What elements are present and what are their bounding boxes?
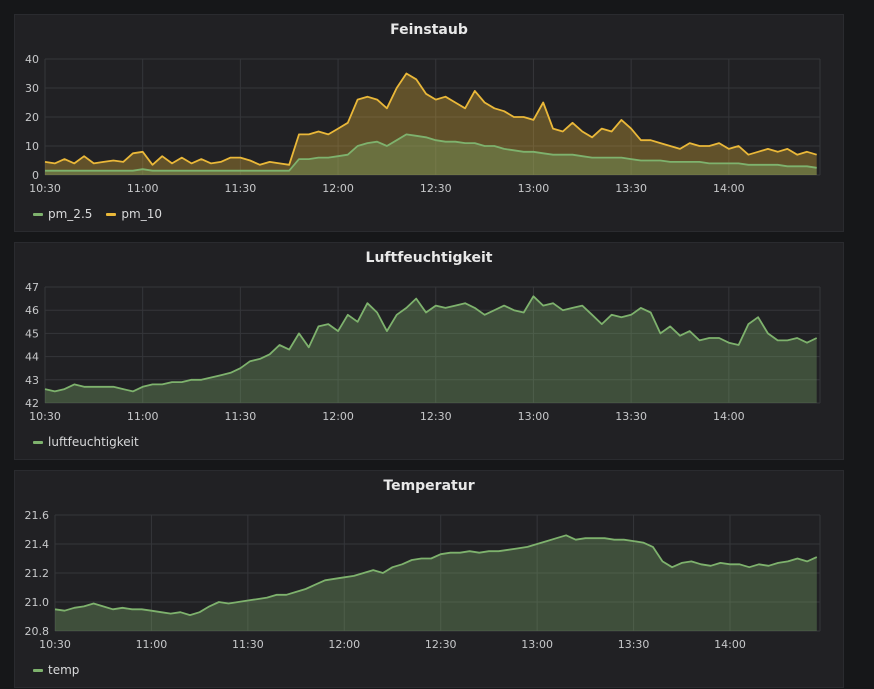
legend: luftfeuchtigkeit: [33, 435, 139, 449]
x-tick-label: 12:30: [420, 410, 452, 423]
x-tick-label: 10:30: [39, 638, 71, 651]
x-tick-label: 14:00: [713, 410, 745, 423]
x-tick-label: 14:00: [713, 182, 745, 195]
legend-label: pm_10: [121, 207, 162, 221]
x-tick-label: 11:30: [225, 182, 257, 195]
legend-item-pm_2.5[interactable]: pm_2.5: [33, 207, 92, 221]
x-tick-label: 10:30: [29, 410, 61, 423]
legend-item-luftfeuchtigkeit[interactable]: luftfeuchtigkeit: [33, 435, 139, 449]
y-tick-label: 40: [25, 53, 39, 66]
y-tick-label: 43: [25, 374, 39, 387]
panel-temperatur: Temperatur 20.8 21.0 21.2 21.4 21.6 10:30 11:0…: [14, 470, 844, 688]
y-tick-label: 42: [25, 397, 39, 410]
panel-feinstaub: Feinstaub 0 10 20 30 40 10:30 11:00 11:30 12:00 1…: [14, 14, 844, 232]
x-tick-label: 12:30: [420, 182, 452, 195]
y-tick-label: 45: [25, 327, 39, 340]
series-line-luftfeuchtigkeit: [44, 295, 818, 393]
legend-label: temp: [48, 663, 80, 677]
y-tick-label: 21.6: [25, 509, 50, 522]
legend-item-pm_10[interactable]: pm_10: [106, 207, 162, 221]
x-tick-label: 14:00: [714, 638, 746, 651]
panel-title[interactable]: Luftfeuchtigkeit: [365, 250, 493, 266]
legend: temp: [33, 663, 79, 677]
panel-title[interactable]: Temperatur: [383, 478, 475, 494]
series-line-temp: [54, 534, 818, 616]
series-area-luftfeuchtigkeit: [45, 296, 817, 403]
legend-label: pm_2.5: [48, 207, 93, 221]
y-tick-label: 10: [25, 140, 39, 153]
y-tick-label: 20.8: [25, 625, 50, 638]
x-tick-label: 12:00: [322, 410, 354, 423]
series-area-pm_2.5: [45, 134, 817, 175]
x-tick-label: 11:30: [225, 410, 257, 423]
series-line-pm_10: [44, 72, 817, 166]
legend-swatch: [33, 440, 43, 444]
x-tick-label: 11:30: [232, 638, 264, 651]
series-area-pm_10: [45, 73, 817, 175]
x-tick-label: 13:30: [615, 182, 647, 195]
x-tick-label: 11:00: [136, 638, 168, 651]
x-tick-label: 13:30: [618, 638, 650, 651]
series-area-temp: [55, 535, 817, 631]
legend-swatch: [106, 212, 117, 216]
x-tick-label: 12:30: [425, 638, 457, 651]
chart-luftfeuchtigkeit: 42 43 44 45 46 47 10:30 11:00 11:30 12:00 12:30 13:…: [25, 281, 821, 423]
x-tick-label: 13:00: [518, 182, 550, 195]
y-tick-label: 0: [32, 169, 39, 182]
grid: [44, 58, 821, 176]
chart-temperatur: 20.8 21.0 21.2 21.4 21.6 10:30 11:00 11:30 12:00…: [25, 509, 821, 651]
grid: [54, 514, 821, 632]
chart-feinstaub: 0 10 20 30 40 10:30 11:00 11:30 12:00 12:30 13:00 1…: [25, 53, 821, 195]
legend: pm_2.5 pm_10: [33, 207, 162, 221]
x-tick-label: 11:00: [127, 182, 159, 195]
y-tick-label: 30: [25, 82, 39, 95]
x-tick-label: 13:30: [615, 410, 647, 423]
x-tick-label: 12:00: [328, 638, 360, 651]
legend-item-temp[interactable]: temp: [33, 663, 79, 677]
x-tick-label: 12:00: [322, 182, 354, 195]
y-tick-label: 47: [25, 281, 39, 294]
legend-swatch: [33, 212, 43, 216]
x-tick-label: 13:00: [521, 638, 553, 651]
x-tick-label: 11:00: [127, 410, 159, 423]
y-tick-label: 20: [25, 111, 39, 124]
panel-title[interactable]: Feinstaub: [390, 22, 468, 38]
panel-luftfeuchtigkeit: Luftfeuchtigkeit 42 43 44 45 46 47 10:30 11:00 1…: [14, 242, 844, 460]
y-tick-label: 46: [25, 304, 39, 317]
y-tick-label: 44: [25, 351, 39, 364]
legend-label: luftfeuchtigkeit: [48, 435, 139, 449]
legend-swatch: [33, 668, 43, 672]
x-tick-label: 13:00: [518, 410, 550, 423]
y-tick-label: 21.0: [25, 596, 50, 609]
y-tick-label: 21.2: [25, 567, 50, 580]
series-line-pm_2.5: [45, 133, 817, 172]
x-tick-label: 10:30: [29, 182, 61, 195]
y-tick-label: 21.4: [25, 538, 50, 551]
